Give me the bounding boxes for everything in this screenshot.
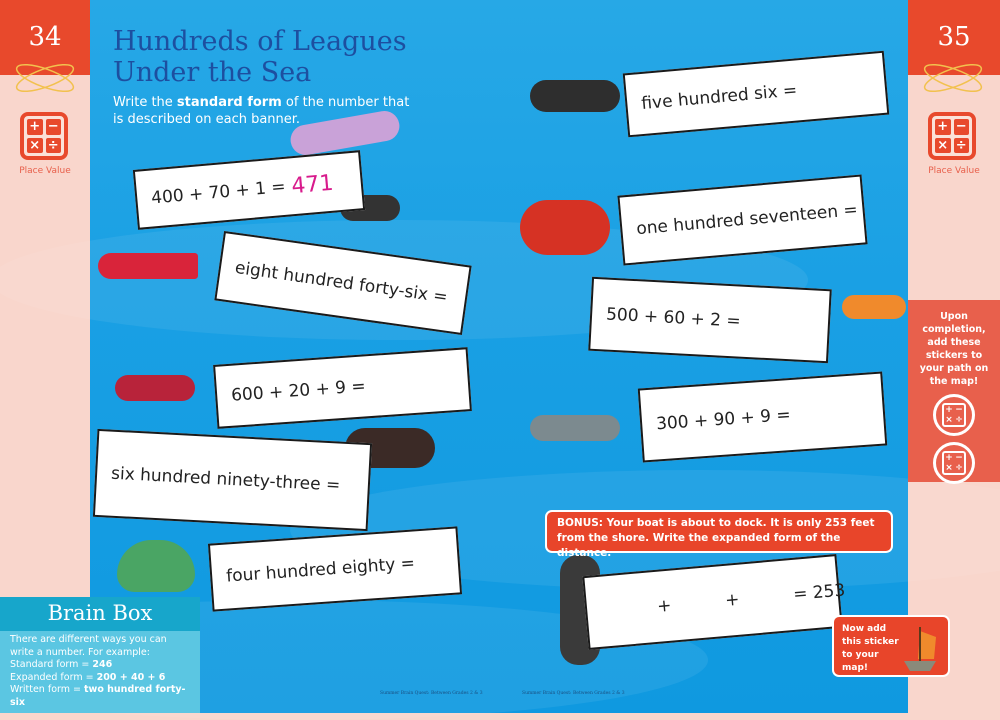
orbit-icon: [923, 63, 983, 93]
category-label: Place Value: [928, 166, 980, 176]
footer-left: Summer Brain Quest: Between Grades 2 & 3: [380, 691, 483, 696]
page-number-right: 35: [908, 0, 1000, 75]
bonus-box: BONUS: Your boat is about to dock. It is…: [545, 510, 893, 559]
submarine-illustration: [842, 295, 906, 319]
brain-box: Brain Box There are different ways you c…: [0, 597, 200, 713]
banner-4: six hundred ninety-three =: [92, 428, 373, 532]
calculator-icon: + − × ÷: [928, 112, 976, 160]
answer[interactable]: 471: [290, 170, 335, 199]
banner-8: 500 + 60 + 2 =: [588, 276, 832, 364]
left-margin: 34 + − × ÷ Place Value: [0, 0, 90, 713]
page-number-left: 34: [0, 0, 90, 75]
submarine-illustration: [117, 540, 195, 592]
brain-box-text: There are different ways you can write a…: [10, 634, 186, 708]
submarine-illustration: [530, 415, 620, 441]
calculator-icon: + − × ÷: [20, 112, 68, 160]
diver-illustration: [530, 80, 620, 112]
sticker-badge-icon: + − × ÷: [933, 442, 975, 484]
speedboat-illustration: [98, 253, 198, 279]
page-title: Hundreds of Leagues Under the Sea: [113, 26, 407, 88]
brain-box-title: Brain Box: [0, 597, 200, 631]
submarine-illustration: [520, 200, 610, 255]
orbit-icon: [15, 63, 75, 93]
category-label: Place Value: [19, 166, 71, 176]
instructions: Write the standard form of the number th…: [113, 95, 410, 127]
sticker-box: Now add this sticker to your map!: [832, 615, 950, 677]
stickers-note: Upon completion, add these stickers to y…: [908, 300, 1000, 484]
boat-icon: [904, 627, 936, 671]
submarine-illustration: [115, 375, 195, 401]
sticker-badge-icon: + − × ÷: [933, 394, 975, 436]
footer-right: Summer Brain Quest: Between Grades 2 & 3: [522, 691, 625, 696]
